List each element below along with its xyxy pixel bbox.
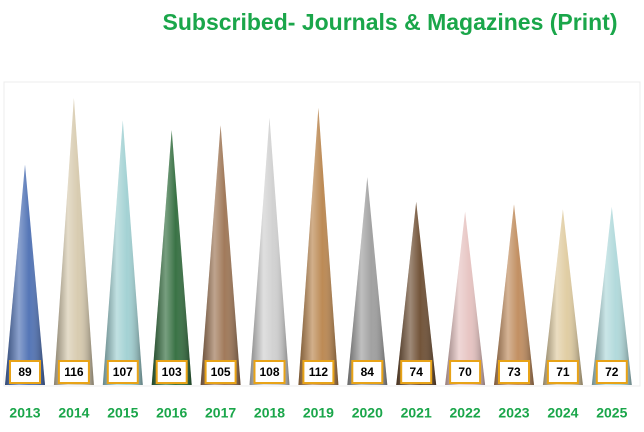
value-label: 108 [259, 365, 279, 379]
value-label-box [253, 360, 286, 384]
cone-shade [5, 164, 45, 385]
value-label: 107 [113, 365, 133, 379]
value-label-box [155, 360, 188, 384]
cone-shade [53, 98, 94, 385]
x-tick-label: 2022 [450, 405, 481, 421]
x-tick-label: 2017 [205, 405, 236, 421]
x-tick-label: 2024 [547, 405, 578, 421]
value-label: 74 [410, 365, 424, 379]
cone-shade [591, 206, 632, 385]
value-label-box [498, 360, 530, 384]
x-tick-label: 2018 [254, 405, 285, 421]
value-label: 70 [458, 365, 472, 379]
value-label-box [302, 360, 335, 384]
cone-shade [200, 125, 241, 385]
value-label-box [400, 360, 433, 384]
x-tick-label: 2020 [352, 405, 383, 421]
value-label: 71 [556, 365, 570, 379]
value-label: 73 [507, 365, 521, 379]
plot-area [3, 81, 641, 387]
cone-shade [249, 117, 290, 386]
value-label: 112 [309, 365, 329, 379]
value-label: 72 [605, 365, 619, 379]
cone-shade [102, 120, 143, 385]
cone-shade [494, 204, 534, 385]
cone-shade [542, 209, 583, 385]
x-tick-label: 2014 [58, 405, 89, 421]
value-label-box [595, 360, 628, 384]
cone-shade [151, 130, 192, 385]
value-label: 116 [64, 365, 84, 379]
cone-shade [347, 177, 388, 385]
value-label-box [9, 360, 41, 384]
cone-shade [298, 107, 339, 386]
value-label: 103 [162, 365, 182, 379]
value-label: 89 [18, 365, 32, 379]
x-tick-label: 2016 [156, 405, 187, 421]
value-label: 105 [211, 365, 231, 379]
x-tick-label: 2019 [303, 405, 334, 421]
value-label-box [57, 360, 90, 384]
chart-title: Subscribed- Journals & Magazines (Print) [163, 9, 618, 35]
value-label-box [546, 360, 579, 384]
cone-shade [445, 211, 486, 385]
x-tick-label: 2021 [401, 405, 432, 421]
value-label-box [449, 360, 482, 384]
value-label-box [204, 360, 237, 384]
x-tick-label: 2015 [107, 405, 138, 421]
x-tick-label: 2025 [596, 405, 627, 421]
x-tick-label: 2013 [9, 405, 40, 421]
cone-shade [396, 201, 437, 385]
value-label-box [106, 360, 139, 384]
value-label-box [351, 360, 384, 384]
x-tick-label: 2023 [498, 405, 529, 421]
value-label: 84 [361, 365, 375, 379]
